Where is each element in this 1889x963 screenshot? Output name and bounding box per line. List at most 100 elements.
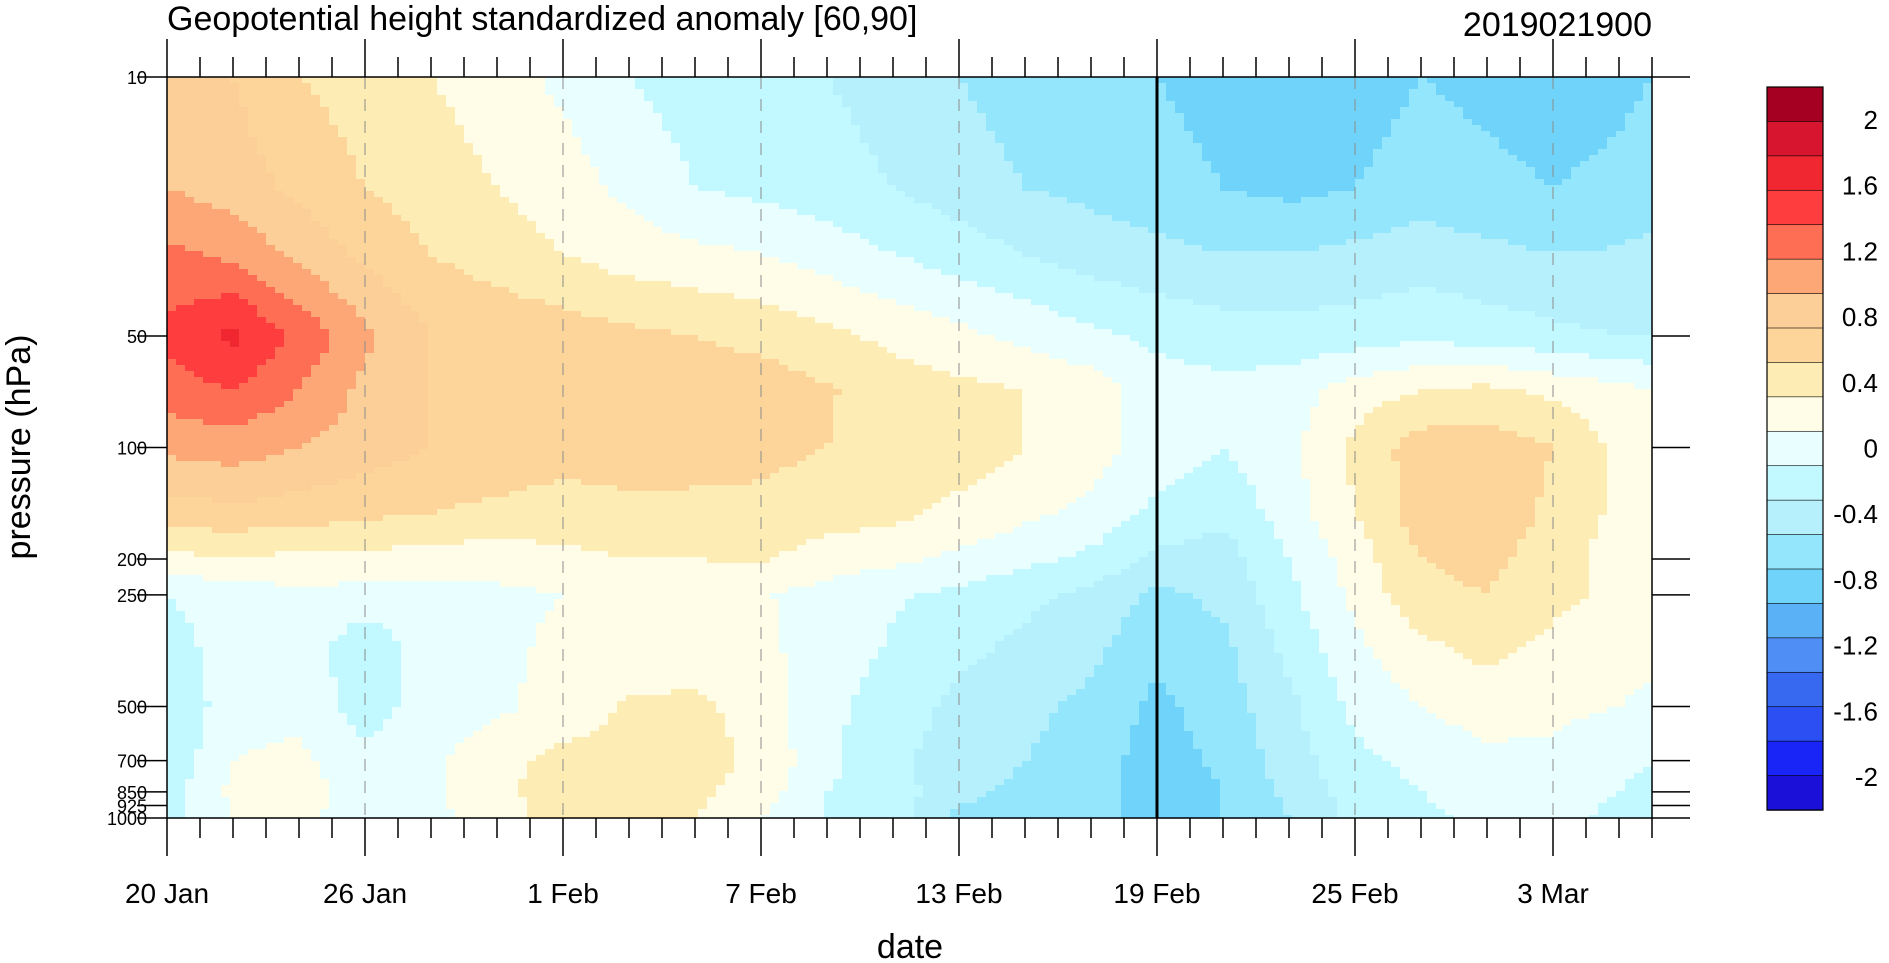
field-cell [1076, 221, 1086, 228]
field-cell [374, 203, 384, 210]
field-cell [221, 167, 231, 174]
field-cell [1391, 161, 1401, 168]
field-cell [1157, 95, 1167, 102]
field-cell [887, 185, 897, 192]
field-cell [1031, 167, 1041, 174]
field-cell [500, 221, 510, 228]
field-cell [257, 155, 267, 162]
field-cell [1472, 95, 1482, 102]
field-cell [824, 227, 834, 234]
field-cell [1067, 89, 1077, 96]
field-cell [1238, 77, 1248, 84]
field-cell [887, 245, 897, 252]
field-cell [833, 77, 843, 84]
field-cell [1004, 203, 1014, 210]
field-cell [770, 221, 780, 228]
field-cell [716, 233, 726, 240]
field-cell [1589, 137, 1599, 144]
field-cell [779, 209, 789, 216]
field-cell [1508, 245, 1518, 252]
field-cell [1508, 185, 1518, 192]
field-cell [338, 245, 348, 252]
field-cell [1355, 149, 1365, 156]
field-cell [1139, 161, 1149, 168]
field-cell [1355, 119, 1365, 126]
field-cell [1094, 227, 1104, 234]
field-cell [1634, 221, 1644, 228]
field-cell [1157, 167, 1167, 174]
field-cell [1643, 167, 1653, 174]
field-cell [1283, 149, 1293, 156]
field-cell [1148, 143, 1158, 150]
field-cell [932, 185, 942, 192]
field-cell [455, 197, 465, 204]
field-cell [1283, 167, 1293, 174]
field-cell [833, 89, 843, 96]
field-cell [536, 245, 546, 252]
field-cell [1094, 131, 1104, 138]
field-cell [1427, 191, 1437, 198]
field-cell [1499, 119, 1509, 126]
field-cell [1292, 83, 1302, 90]
field-cell [383, 167, 393, 174]
field-cell [176, 239, 186, 246]
field-cell [761, 203, 771, 210]
field-cell [347, 197, 357, 204]
field-cell [554, 185, 564, 192]
field-cell [329, 209, 339, 216]
field-cell [1085, 131, 1095, 138]
field-cell [464, 101, 474, 108]
field-cell [374, 101, 384, 108]
field-cell [1499, 167, 1509, 174]
field-cell [1454, 251, 1464, 258]
field-cell [1112, 125, 1122, 132]
field-cell [1391, 251, 1401, 258]
field-cell [995, 89, 1005, 96]
field-cell [257, 173, 267, 180]
field-cell [1472, 251, 1482, 258]
field-cell [1031, 95, 1041, 102]
field-cell [1544, 95, 1554, 102]
field-cell [1193, 221, 1203, 228]
field-cell [1175, 221, 1185, 228]
field-cell [1058, 233, 1068, 240]
field-cell [1022, 179, 1032, 186]
field-cell [1463, 203, 1473, 210]
field-cell [500, 155, 510, 162]
field-cell [671, 203, 681, 210]
field-cell [563, 95, 573, 102]
field-cell [248, 143, 258, 150]
field-cell [437, 215, 447, 222]
field-cell [905, 131, 915, 138]
field-cell [1328, 149, 1338, 156]
field-cell [1634, 101, 1644, 108]
field-cell [1058, 77, 1068, 84]
field-cell [590, 233, 600, 240]
field-cell [995, 239, 1005, 246]
field-cell [1301, 95, 1311, 102]
field-cell [1229, 251, 1239, 258]
field-cell [1049, 143, 1059, 150]
field-cell [1355, 89, 1365, 96]
field-cell [491, 221, 501, 228]
field-cell [392, 203, 402, 210]
field-cell [653, 215, 663, 222]
field-cell [1247, 77, 1257, 84]
field-cell [1274, 107, 1284, 114]
field-cell [275, 137, 285, 144]
field-cell [869, 245, 879, 252]
field-cell [1292, 107, 1302, 114]
field-cell [1589, 89, 1599, 96]
field-cell [473, 149, 483, 156]
field-cell [383, 185, 393, 192]
field-cell [1301, 221, 1311, 228]
field-cell [554, 233, 564, 240]
field-cell [572, 245, 582, 252]
field-cell [914, 131, 924, 138]
field-cell [599, 89, 609, 96]
field-cell [374, 251, 384, 258]
field-cell [1310, 233, 1320, 240]
field-cell [1472, 173, 1482, 180]
field-cell [779, 155, 789, 162]
field-cell [1175, 131, 1185, 138]
